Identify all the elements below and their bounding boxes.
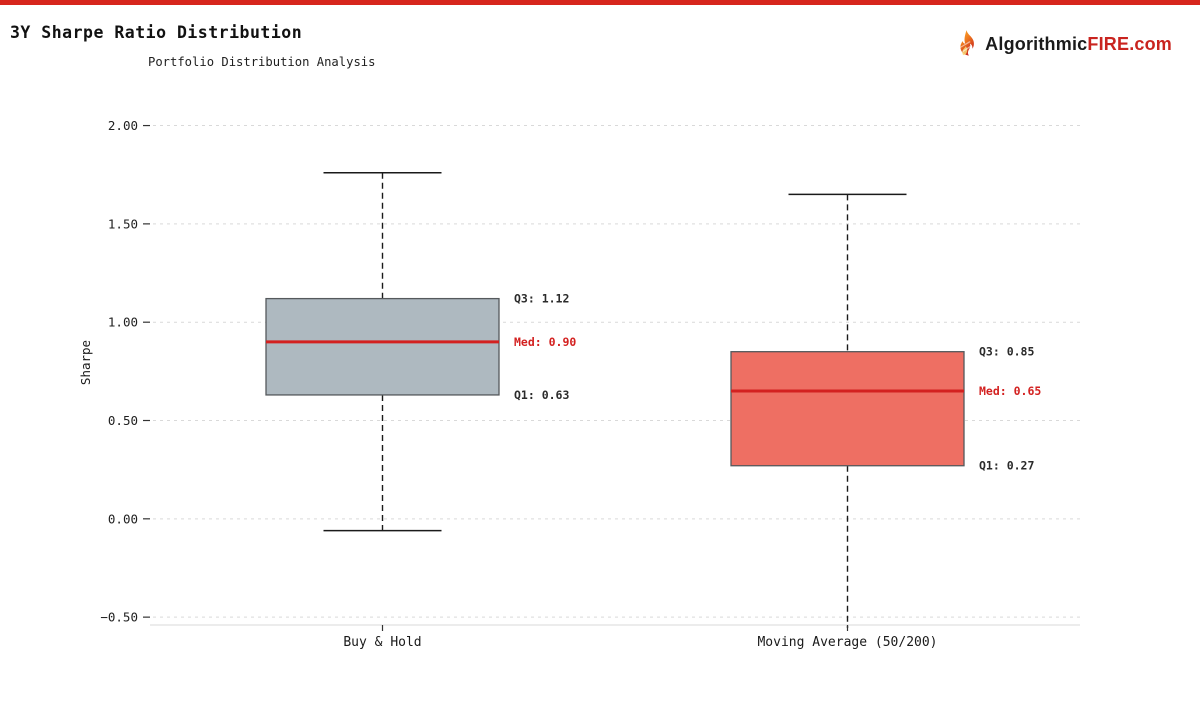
y-tick-label: −0.50 <box>100 610 138 625</box>
median-label: Med: 0.90 <box>514 335 576 349</box>
median-label: Med: 0.65 <box>979 384 1041 398</box>
brand-name-red: FIRE <box>1087 34 1130 54</box>
x-category-label: Buy & Hold <box>343 635 421 650</box>
q1-label: Q1: 0.63 <box>514 388 569 402</box>
q1-label: Q1: 0.27 <box>979 459 1034 473</box>
brand-name-dark: Algorithmic <box>985 34 1088 54</box>
top-accent-bar <box>0 0 1200 5</box>
chart-subtitle: Portfolio Distribution Analysis <box>148 55 376 69</box>
y-tick-label: 0.00 <box>108 511 138 526</box>
y-tick-label: 2.00 <box>108 118 138 133</box>
q3-label: Q3: 0.85 <box>979 345 1034 359</box>
flame-icon <box>953 29 980 60</box>
q3-label: Q3: 1.12 <box>514 292 569 306</box>
brand-name-tld: .com <box>1129 34 1172 54</box>
y-tick-label: 1.00 <box>108 315 138 330</box>
x-category-label: Moving Average (50/200) <box>757 635 937 650</box>
brand-logo[interactable]: AlgorithmicFIRE.com <box>953 29 1172 60</box>
y-axis-title: Sharpe <box>78 340 93 385</box>
y-tick-label: 1.50 <box>108 216 138 231</box>
page-title: 3Y Sharpe Ratio Distribution <box>10 23 303 43</box>
brand-name: AlgorithmicFIRE.com <box>985 34 1172 55</box>
y-tick-label: 0.50 <box>108 413 138 428</box>
box <box>265 297 500 396</box>
box <box>730 351 965 467</box>
